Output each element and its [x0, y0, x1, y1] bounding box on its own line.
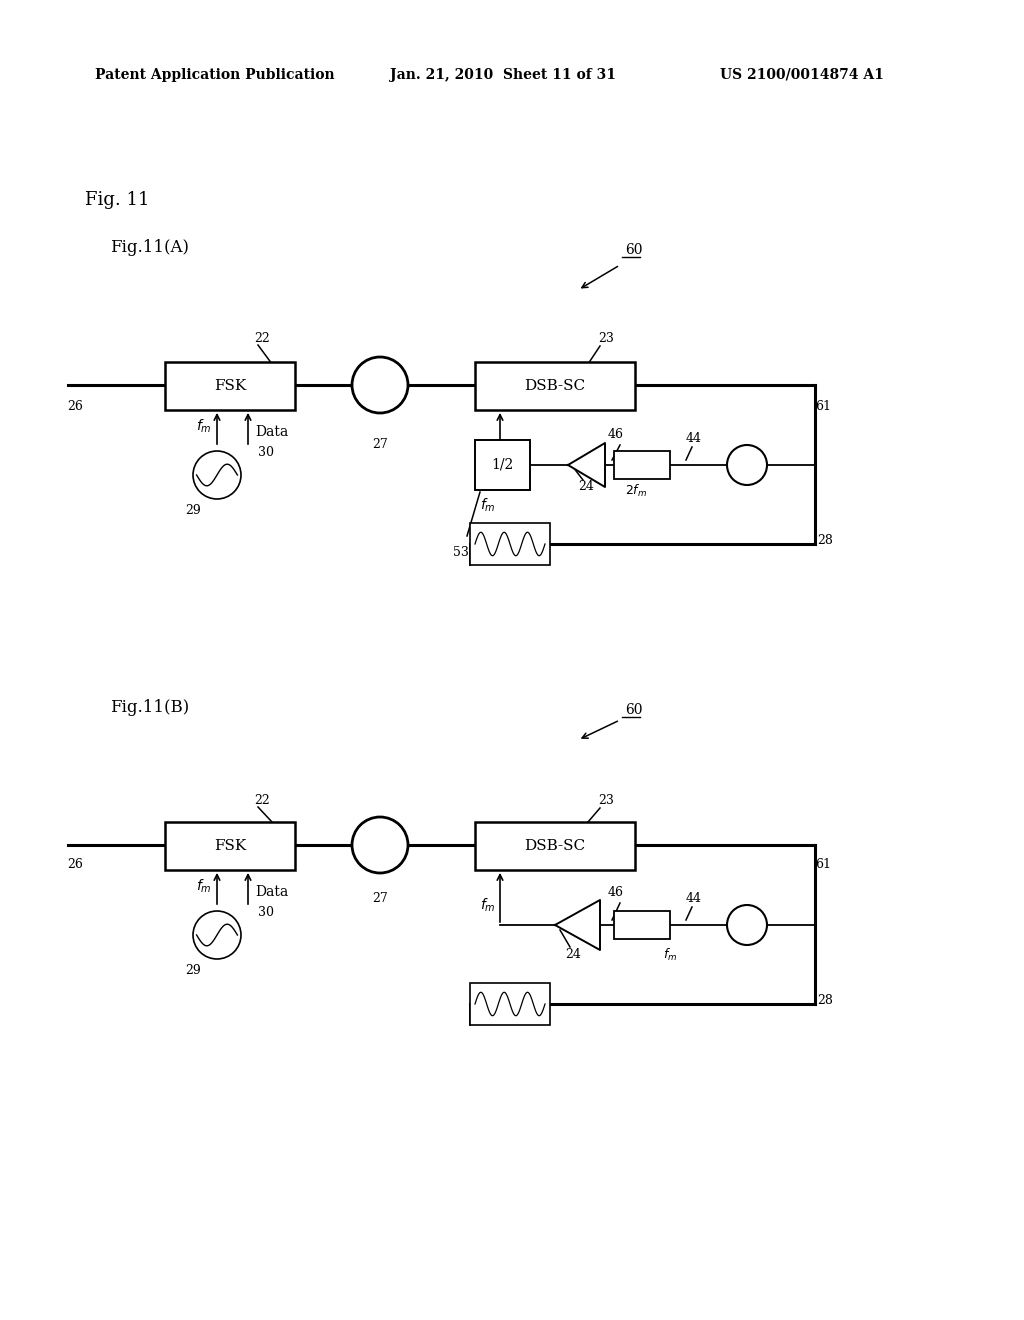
Text: Patent Application Publication: Patent Application Publication	[95, 69, 335, 82]
Text: Fig. 11: Fig. 11	[85, 191, 150, 209]
Bar	[470, 983, 550, 1026]
Text: FSK: FSK	[214, 379, 246, 393]
Bar	[470, 523, 550, 565]
Text: 27: 27	[372, 891, 388, 904]
Text: 61: 61	[815, 400, 831, 412]
Text: 24: 24	[579, 480, 594, 494]
Text: $f_m$: $f_m$	[480, 896, 496, 913]
Text: 23: 23	[598, 795, 614, 808]
Bar	[614, 911, 670, 939]
Text: Jan. 21, 2010  Sheet 11 of 31: Jan. 21, 2010 Sheet 11 of 31	[390, 69, 616, 82]
Text: 61: 61	[815, 858, 831, 871]
Circle shape	[352, 356, 408, 413]
Text: $2f_m$: $2f_m$	[625, 483, 647, 499]
Text: DSB-SC: DSB-SC	[524, 840, 586, 853]
Text: 29: 29	[185, 503, 201, 516]
Bar	[475, 440, 530, 490]
Bar	[165, 822, 295, 870]
Text: 44: 44	[686, 432, 702, 445]
Circle shape	[727, 906, 767, 945]
Polygon shape	[568, 444, 605, 487]
Text: 22: 22	[254, 331, 270, 345]
Bar	[475, 362, 635, 411]
Polygon shape	[555, 900, 600, 950]
Text: 30: 30	[258, 446, 274, 458]
Text: 1/2: 1/2	[492, 458, 514, 473]
Text: Fig.11(A): Fig.11(A)	[110, 239, 189, 256]
Text: FSK: FSK	[214, 840, 246, 853]
Text: $f_m$: $f_m$	[196, 878, 212, 895]
Text: Data: Data	[255, 884, 288, 899]
Text: 60: 60	[625, 243, 642, 257]
Text: 26: 26	[67, 400, 83, 412]
Text: 22: 22	[254, 793, 270, 807]
Text: Data: Data	[255, 425, 288, 440]
Circle shape	[352, 817, 408, 873]
Text: 60: 60	[625, 704, 642, 717]
Text: 46: 46	[608, 429, 624, 441]
Text: 53: 53	[453, 545, 469, 558]
Bar	[165, 362, 295, 411]
Text: 27: 27	[372, 438, 388, 451]
Text: DSB-SC: DSB-SC	[524, 379, 586, 393]
Text: 23: 23	[598, 333, 614, 346]
Text: 30: 30	[258, 906, 274, 919]
Text: 29: 29	[185, 964, 201, 977]
Text: $f_m$: $f_m$	[663, 946, 677, 964]
Text: 24: 24	[565, 949, 581, 961]
Circle shape	[727, 445, 767, 484]
Circle shape	[193, 451, 241, 499]
Text: 26: 26	[67, 858, 83, 871]
Text: $f_m$: $f_m$	[196, 417, 212, 434]
Text: US 2100/0014874 A1: US 2100/0014874 A1	[720, 69, 884, 82]
Text: 28: 28	[817, 533, 833, 546]
Text: 28: 28	[817, 994, 833, 1006]
Circle shape	[193, 911, 241, 960]
Bar	[475, 822, 635, 870]
Text: 46: 46	[608, 887, 624, 899]
Text: $f_m$: $f_m$	[480, 496, 496, 513]
Text: 44: 44	[686, 891, 702, 904]
Text: Fig.11(B): Fig.11(B)	[110, 700, 189, 717]
Bar	[614, 451, 670, 479]
